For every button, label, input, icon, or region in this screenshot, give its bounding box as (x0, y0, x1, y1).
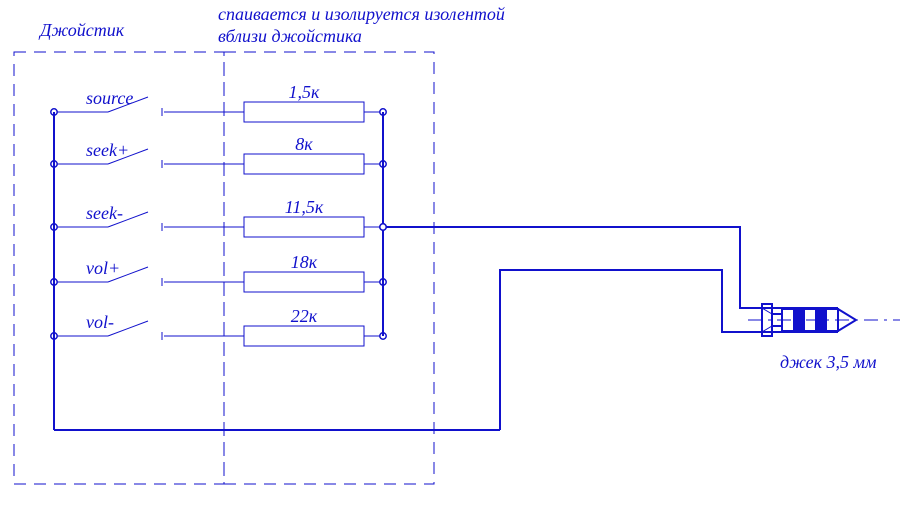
resistor-vol+ (244, 272, 364, 292)
jack-label: джек 3,5 мм (780, 352, 877, 372)
title-solder: спаивается и изолируется изолентой (218, 4, 505, 24)
resistor-box (224, 52, 434, 484)
resistor-value-seek-: 11,5к (285, 197, 324, 217)
resistor-value-vol-: 22к (291, 306, 318, 326)
out-wire-bottom (500, 270, 838, 430)
title-joystick: Джойстик (38, 20, 125, 40)
out-wire-top (383, 227, 838, 308)
resistor-vol- (244, 326, 364, 346)
jack-ring-1 (794, 309, 804, 331)
switch-label-vol-: vol- (86, 312, 114, 332)
switch-label-seek+: seek+ (86, 140, 129, 160)
resistor-seek+ (244, 154, 364, 174)
resistor-value-vol+: 18к (291, 252, 318, 272)
jack-ring-3 (816, 309, 826, 331)
resistor-value-seek+: 8к (295, 134, 313, 154)
node-out-top (380, 224, 386, 230)
resistor-seek- (244, 217, 364, 237)
switch-label-vol+: vol+ (86, 258, 120, 278)
title-near: вблизи джойстика (218, 26, 362, 46)
switch-label-seek-: seek- (86, 203, 123, 223)
switch-lever-4 (108, 321, 148, 336)
resistor-source (244, 102, 364, 122)
resistor-value-source: 1,5к (289, 82, 321, 102)
